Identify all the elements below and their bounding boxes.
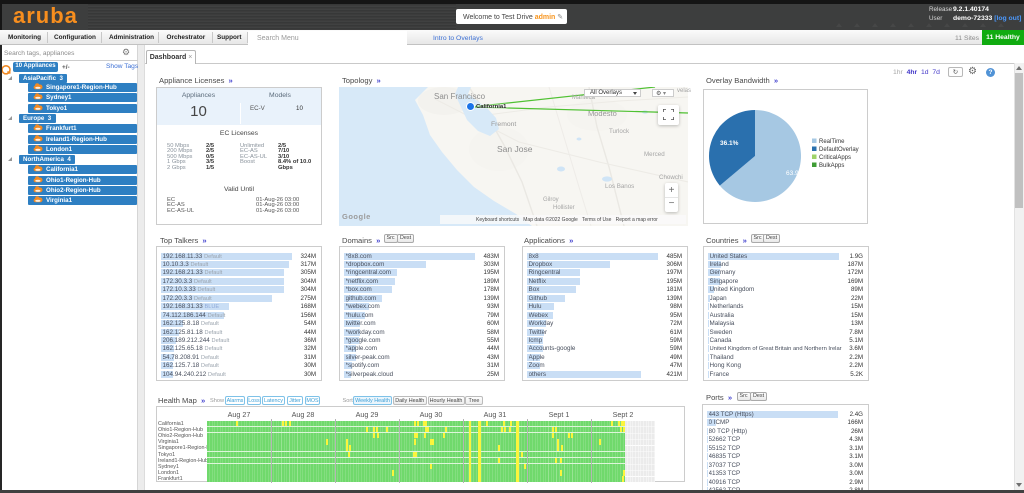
svg-text:RealTime: RealTime [819,139,845,145]
svg-text:BulkApps: BulkApps [819,163,844,169]
svg-text:CriticalApps: CriticalApps [819,155,851,161]
svg-text:36.1%: 36.1% [720,140,739,147]
svg-text:63.9%: 63.9% [786,170,805,177]
svg-text:DefaultOverlay: DefaultOverlay [819,147,859,153]
